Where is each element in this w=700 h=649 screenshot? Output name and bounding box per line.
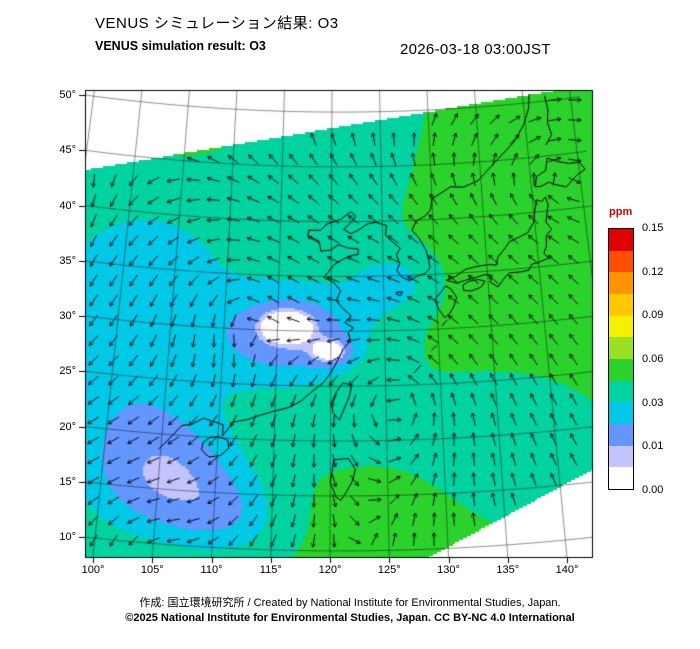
lon-tick-label: 115°	[259, 564, 282, 576]
lat-tick-label: 50°	[59, 89, 76, 101]
lon-tick-label: 110°	[200, 564, 223, 576]
credit-line: 作成: 国立環境研究所 / Created by National Instit…	[139, 597, 561, 609]
colorbar-band	[609, 315, 633, 338]
colorbar-tick-label: 0.15	[642, 222, 664, 234]
lat-tick-label: 45°	[59, 144, 76, 157]
title-japanese: VENUS シミュレーション結果: O3	[95, 15, 339, 32]
colorbar-band	[609, 272, 633, 295]
colorbar-band	[609, 229, 633, 251]
colorbar-band	[609, 467, 633, 490]
title-english: VENUS simulation result: O3	[95, 39, 266, 53]
colorbar-band	[609, 445, 633, 468]
lon-tick-label: 135°	[496, 564, 520, 576]
lon-tick-label: 100°	[81, 564, 105, 576]
colorbar-band	[609, 424, 633, 446]
lon-tick-label: 130°	[437, 564, 460, 576]
lon-tick-label: 120°	[318, 564, 342, 576]
colorbar-band	[609, 380, 633, 403]
lat-tick-label: 10°	[59, 531, 76, 543]
lat-tick-label: 15°	[59, 475, 76, 488]
colorbar-tick-label: 0.00	[642, 484, 664, 496]
lon-tick-label: 140°	[555, 564, 579, 576]
colorbar-unit-label: ppm	[609, 206, 633, 218]
lat-tick-label: 40°	[59, 199, 76, 212]
colorbar-tick-label: 0.01	[642, 440, 664, 453]
colorbar-band	[609, 359, 633, 381]
colorbar-band	[609, 250, 633, 273]
timestamp: 2026-03-18 03:00JST	[400, 41, 551, 58]
colorbar-tick-label: 0.12	[642, 265, 664, 278]
colorbar	[608, 228, 634, 490]
lat-tick-label: 20°	[59, 420, 76, 433]
lat-tick-label: 35°	[59, 254, 76, 267]
colorbar-band	[609, 337, 633, 360]
colorbar-band	[609, 402, 633, 425]
lat-tick-label: 30°	[59, 310, 76, 322]
lon-tick-label: 125°	[377, 564, 401, 576]
colorbar-tick-label: 0.09	[642, 309, 664, 322]
copyright-line: ©2025 National Institute for Environment…	[125, 612, 575, 624]
colorbar-tick-label: 0.03	[642, 396, 664, 409]
colorbar-tick-label: 0.06	[642, 353, 664, 365]
colorbar-band	[609, 294, 633, 316]
lat-tick-label: 25°	[59, 365, 76, 378]
lon-tick-label: 105°	[140, 564, 164, 576]
